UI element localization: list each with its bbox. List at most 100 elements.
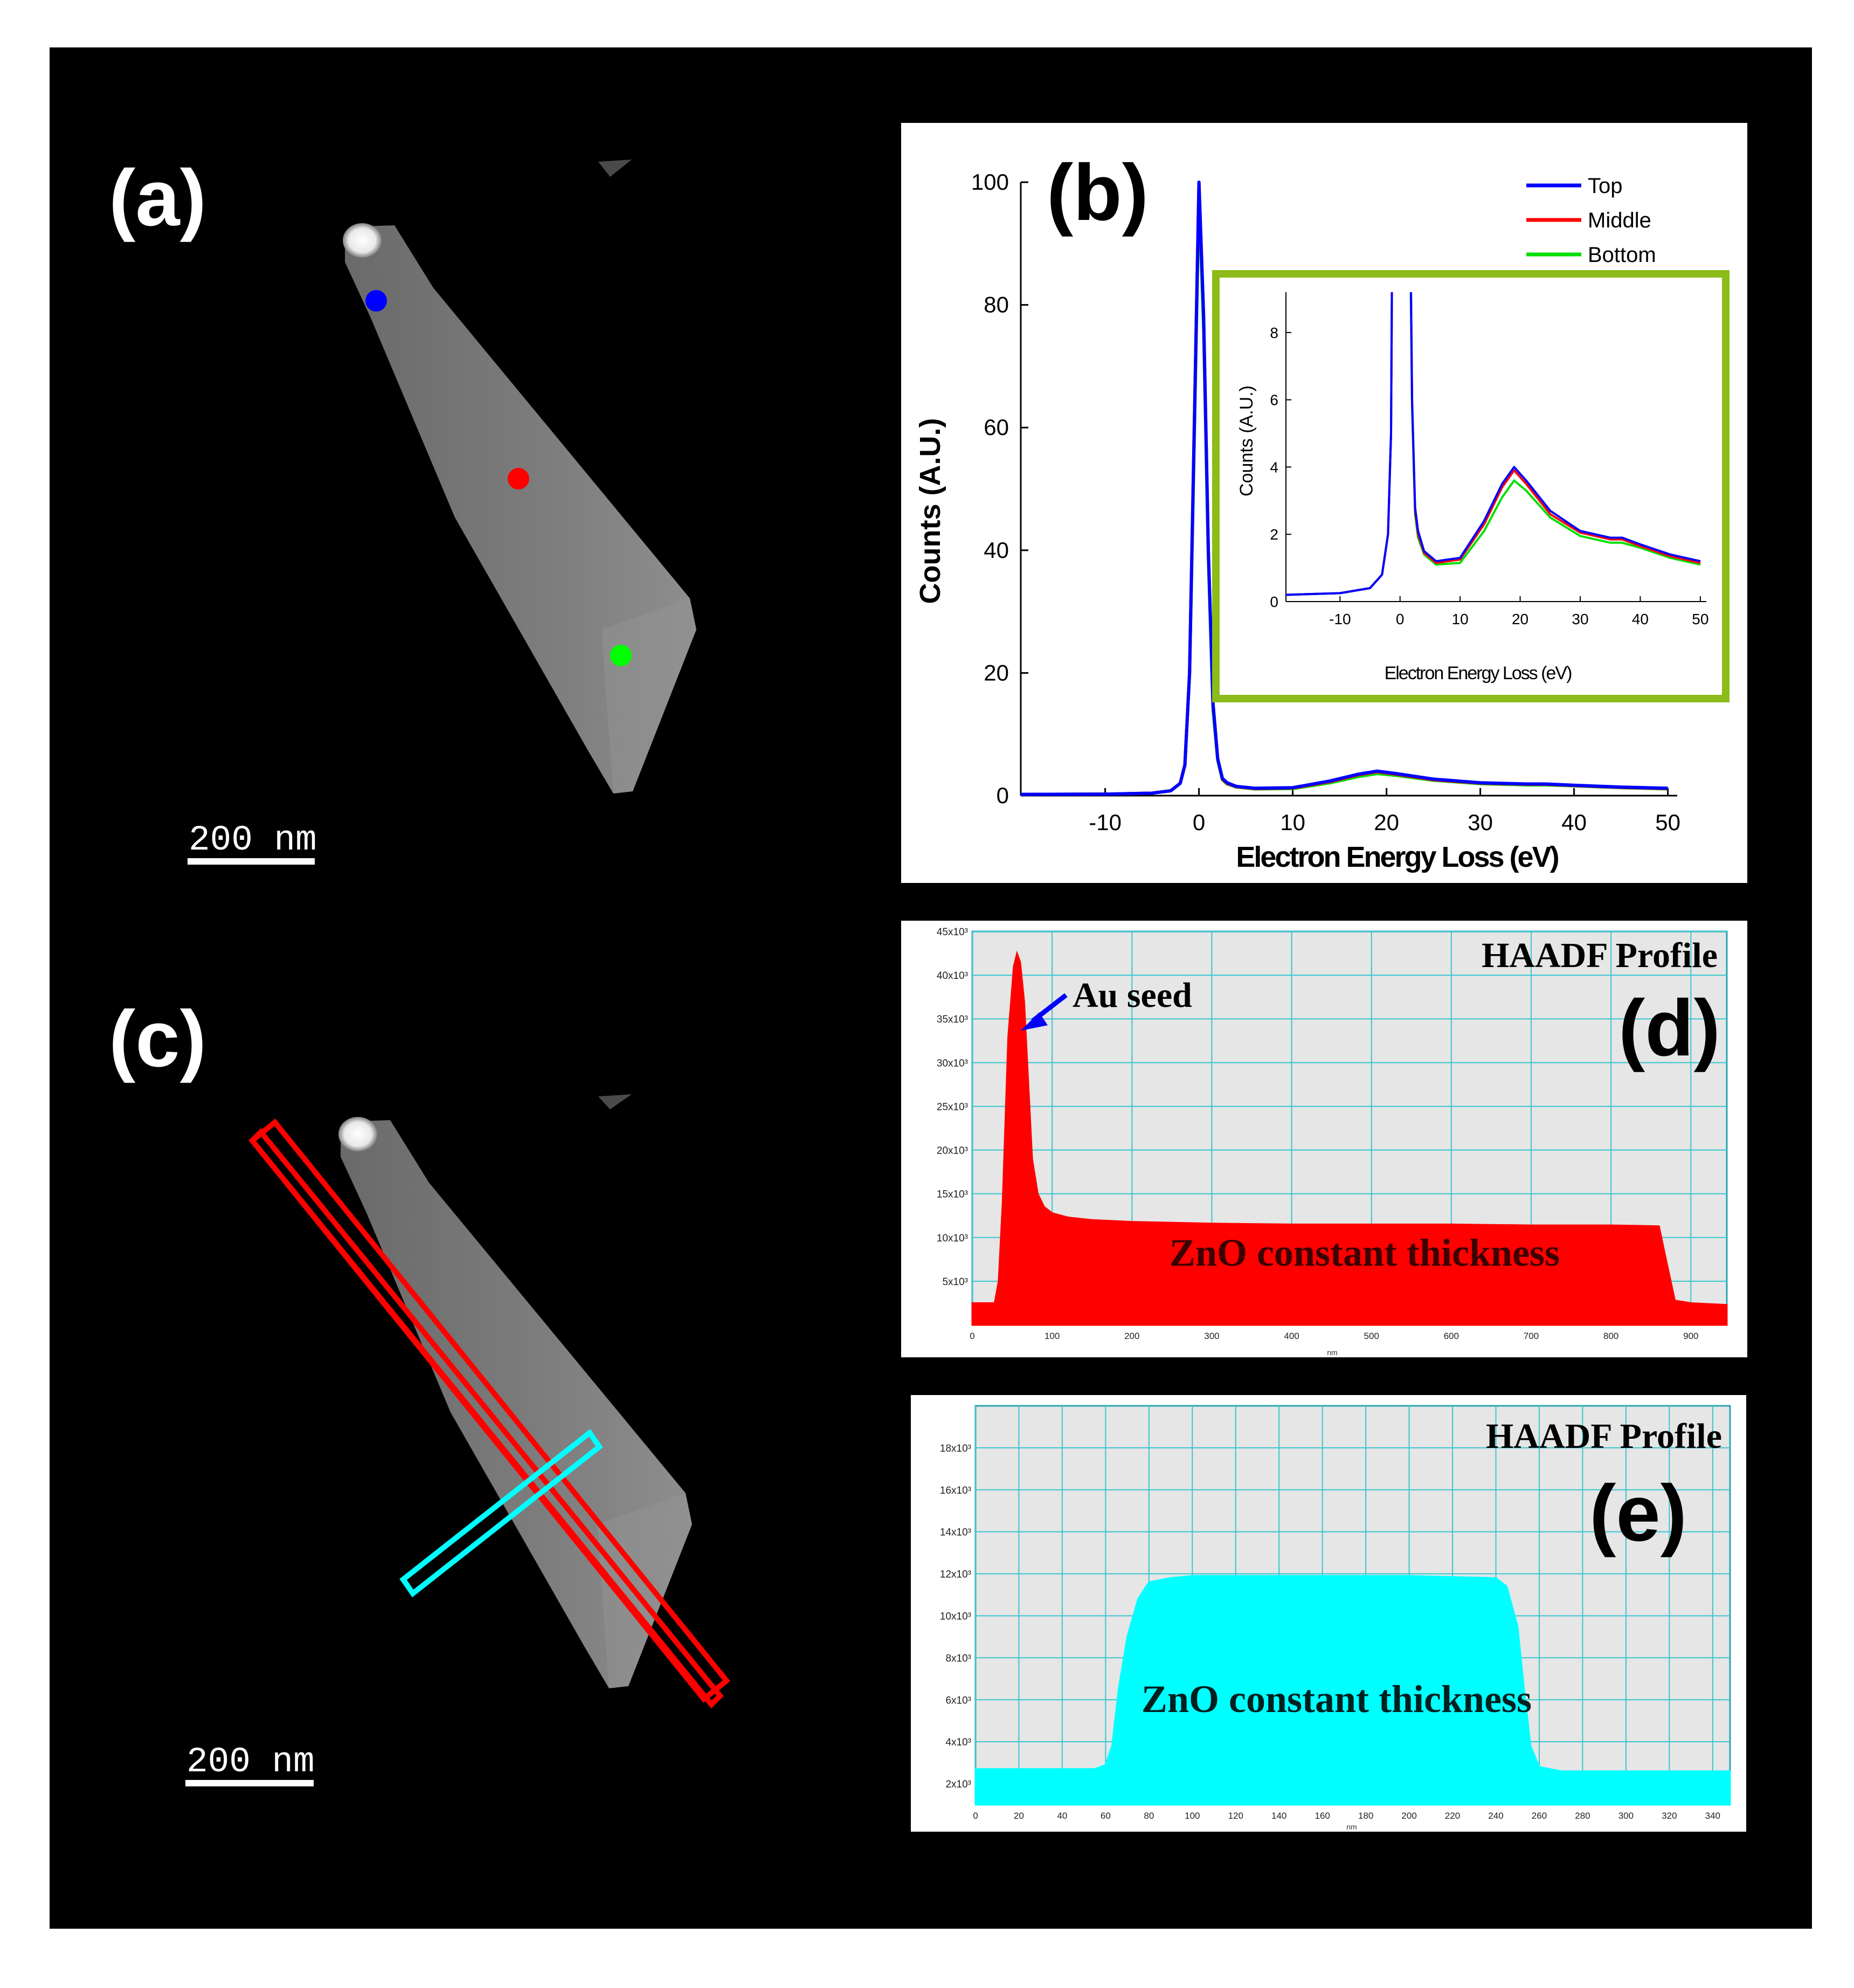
e-x-tick-label: 40 [1057,1811,1067,1821]
e-x-tick-label: 300 [1618,1811,1634,1821]
d-x-tick-label: 200 [1124,1331,1139,1341]
e-x-tick-label: 240 [1488,1811,1503,1821]
b-x-tick-label: 10 [1280,810,1305,835]
inset-x-tick-label: 20 [1512,611,1528,627]
d-annotation-zno: ZnO constant thickness [1170,1231,1560,1274]
panel-e: 0 20 40 60 80 100 120 140 160 180 200 220 240 260 280 3… [911,1395,1746,1832]
b-legend: Top Middle Bottom [1526,174,1656,267]
inset-series-top [1286,292,1701,596]
b-xlabel: Electron Energy Loss (eV) [1236,841,1558,873]
e-x-tick-label: 200 [1401,1811,1416,1821]
inset-series-group [1286,292,1701,596]
figure-canvas: (a) 200 nm [50,47,1812,1929]
b-y-tick-label: 0 [997,783,1009,808]
d-title: HAADF Profile [1482,936,1718,975]
d-y-tick-label: 40x10³ [937,970,968,982]
e-x-tick-label: 120 [1228,1811,1243,1821]
panel-b-label: (b) [1047,148,1149,237]
b-series-top [1020,181,1668,796]
panel-a: (a) 200 nm [50,47,901,931]
haadf-profile-e: 0 20 40 60 80 100 120 140 160 180 200 220 240 260 280 3… [940,1405,1731,1831]
e-y-tick-label: 10x10³ [940,1611,971,1622]
b-y-tick-label: 80 [984,292,1009,317]
e-x-tick-label: 20 [1014,1811,1024,1821]
inset-y-tick-label: 0 [1270,593,1278,610]
e-x-tick-label: 160 [1315,1811,1330,1821]
e-x-tick-label: 280 [1575,1811,1590,1821]
b-y-tick-label: 40 [984,537,1009,563]
panel-b: -10 0 10 20 30 40 50 0 20 40 60 80 100 (b) Electron … [901,123,1747,883]
inset-y-tick-label: 4 [1270,459,1278,475]
panel-c: (c) 200 nm [50,931,901,1929]
e-y-tick-label: 14x10³ [940,1527,971,1538]
d-profile-area [971,950,1728,1326]
b-x-tick-label: 30 [1468,810,1493,835]
d-x-tick-label: 700 [1524,1331,1539,1341]
b-x-tick-label: 0 [1193,810,1205,835]
d-y-tick-label: 35x10³ [937,1014,968,1025]
au-seed-arrow [1021,993,1068,1031]
inset-x-tick-label: 50 [1692,611,1708,627]
e-y-tick-label: 8x10³ [945,1653,971,1664]
scale-bar-c-label: 200 nm [186,1742,315,1782]
legend-middle: Middle [1588,209,1651,232]
e-x-tick-label: 340 [1705,1811,1720,1821]
e-y-tick-label: 16x10³ [940,1485,971,1496]
d-x-tick-label: 100 [1044,1331,1060,1341]
transverse-profile-box [399,1428,603,1598]
inset-ylabel: Counts (A.U.) [1236,385,1257,496]
b-x-tick-label: 20 [1374,810,1399,835]
d-y-tick-label: 45x10³ [937,927,968,938]
e-x-tick-label: 320 [1662,1811,1677,1821]
d-x-tick-label: 600 [1444,1331,1459,1341]
d-x-tick-label: 800 [1603,1331,1618,1341]
b-x-tick-label: 50 [1655,810,1680,835]
panel-e-label: (e) [1589,1469,1687,1558]
e-x-tick-label: 100 [1185,1811,1200,1821]
inset-x-tick-label: 10 [1452,611,1469,627]
b-y-tick-label: 20 [984,660,1009,685]
inset-frame [1212,270,1730,702]
d-y-tick-label: 25x10³ [937,1101,968,1113]
b-y-tick-label: 100 [971,169,1009,195]
scale-bar-a-label: 200 nm [189,820,317,860]
e-x-tick-label: 180 [1358,1811,1373,1821]
au-seed [343,223,382,258]
b-x-tick-label: -10 [1089,810,1122,835]
e-annotation-zno: ZnO constant thickness [1142,1678,1532,1721]
panel-d-label: (d) [1618,984,1720,1073]
panel-c-image: (c) 200 nm [109,995,731,1786]
b-y-tick-label: 60 [984,415,1009,440]
scale-bar-a [188,858,315,865]
haadf-profile-d: 0 100 200 300 400 500 600 700 800 900 5x10³ 10x10³ 1… [937,927,1728,1357]
marker-top [365,290,387,312]
e-x-tick-label: 260 [1532,1811,1547,1821]
e-y-tick-label: 4x10³ [945,1737,971,1748]
e-y-tick-label: 12x10³ [940,1569,971,1580]
legend-bottom: Bottom [1588,243,1656,267]
e-y-tick-label: 2x10³ [945,1779,971,1790]
d-x-tick-label: 500 [1364,1331,1379,1341]
e-y-tick-label: 18x10³ [940,1443,971,1454]
inset-x-tick-label: 30 [1572,611,1588,627]
inset-y-tick-label: 6 [1270,392,1278,409]
d-y-tick-label: 15x10³ [937,1189,968,1200]
e-x-tick-label: 0 [973,1811,978,1821]
b-x-tick-label: 40 [1561,810,1587,835]
d-x-tick-label: 0 [970,1331,974,1341]
marker-middle [508,468,529,489]
e-x-tick-label: 140 [1271,1811,1286,1821]
d-y-tick-label: 30x10³ [937,1058,968,1069]
d-xlabel: nm [1327,1348,1337,1357]
panel-a-label: (a) [109,154,206,243]
inset-xlabel: Electron Energy Loss (eV) [1385,663,1572,684]
inset-y-tick-label: 8 [1270,325,1278,341]
e-y-tick-label: 6x10³ [945,1695,971,1706]
e-profile-area [974,1575,1731,1806]
legend-top: Top [1588,174,1623,198]
scale-bar-c [185,1780,314,1786]
au-seed [338,1117,377,1151]
e-xlabel: nm [1346,1823,1357,1831]
d-annotation-au-seed: Au seed [1073,976,1192,1015]
